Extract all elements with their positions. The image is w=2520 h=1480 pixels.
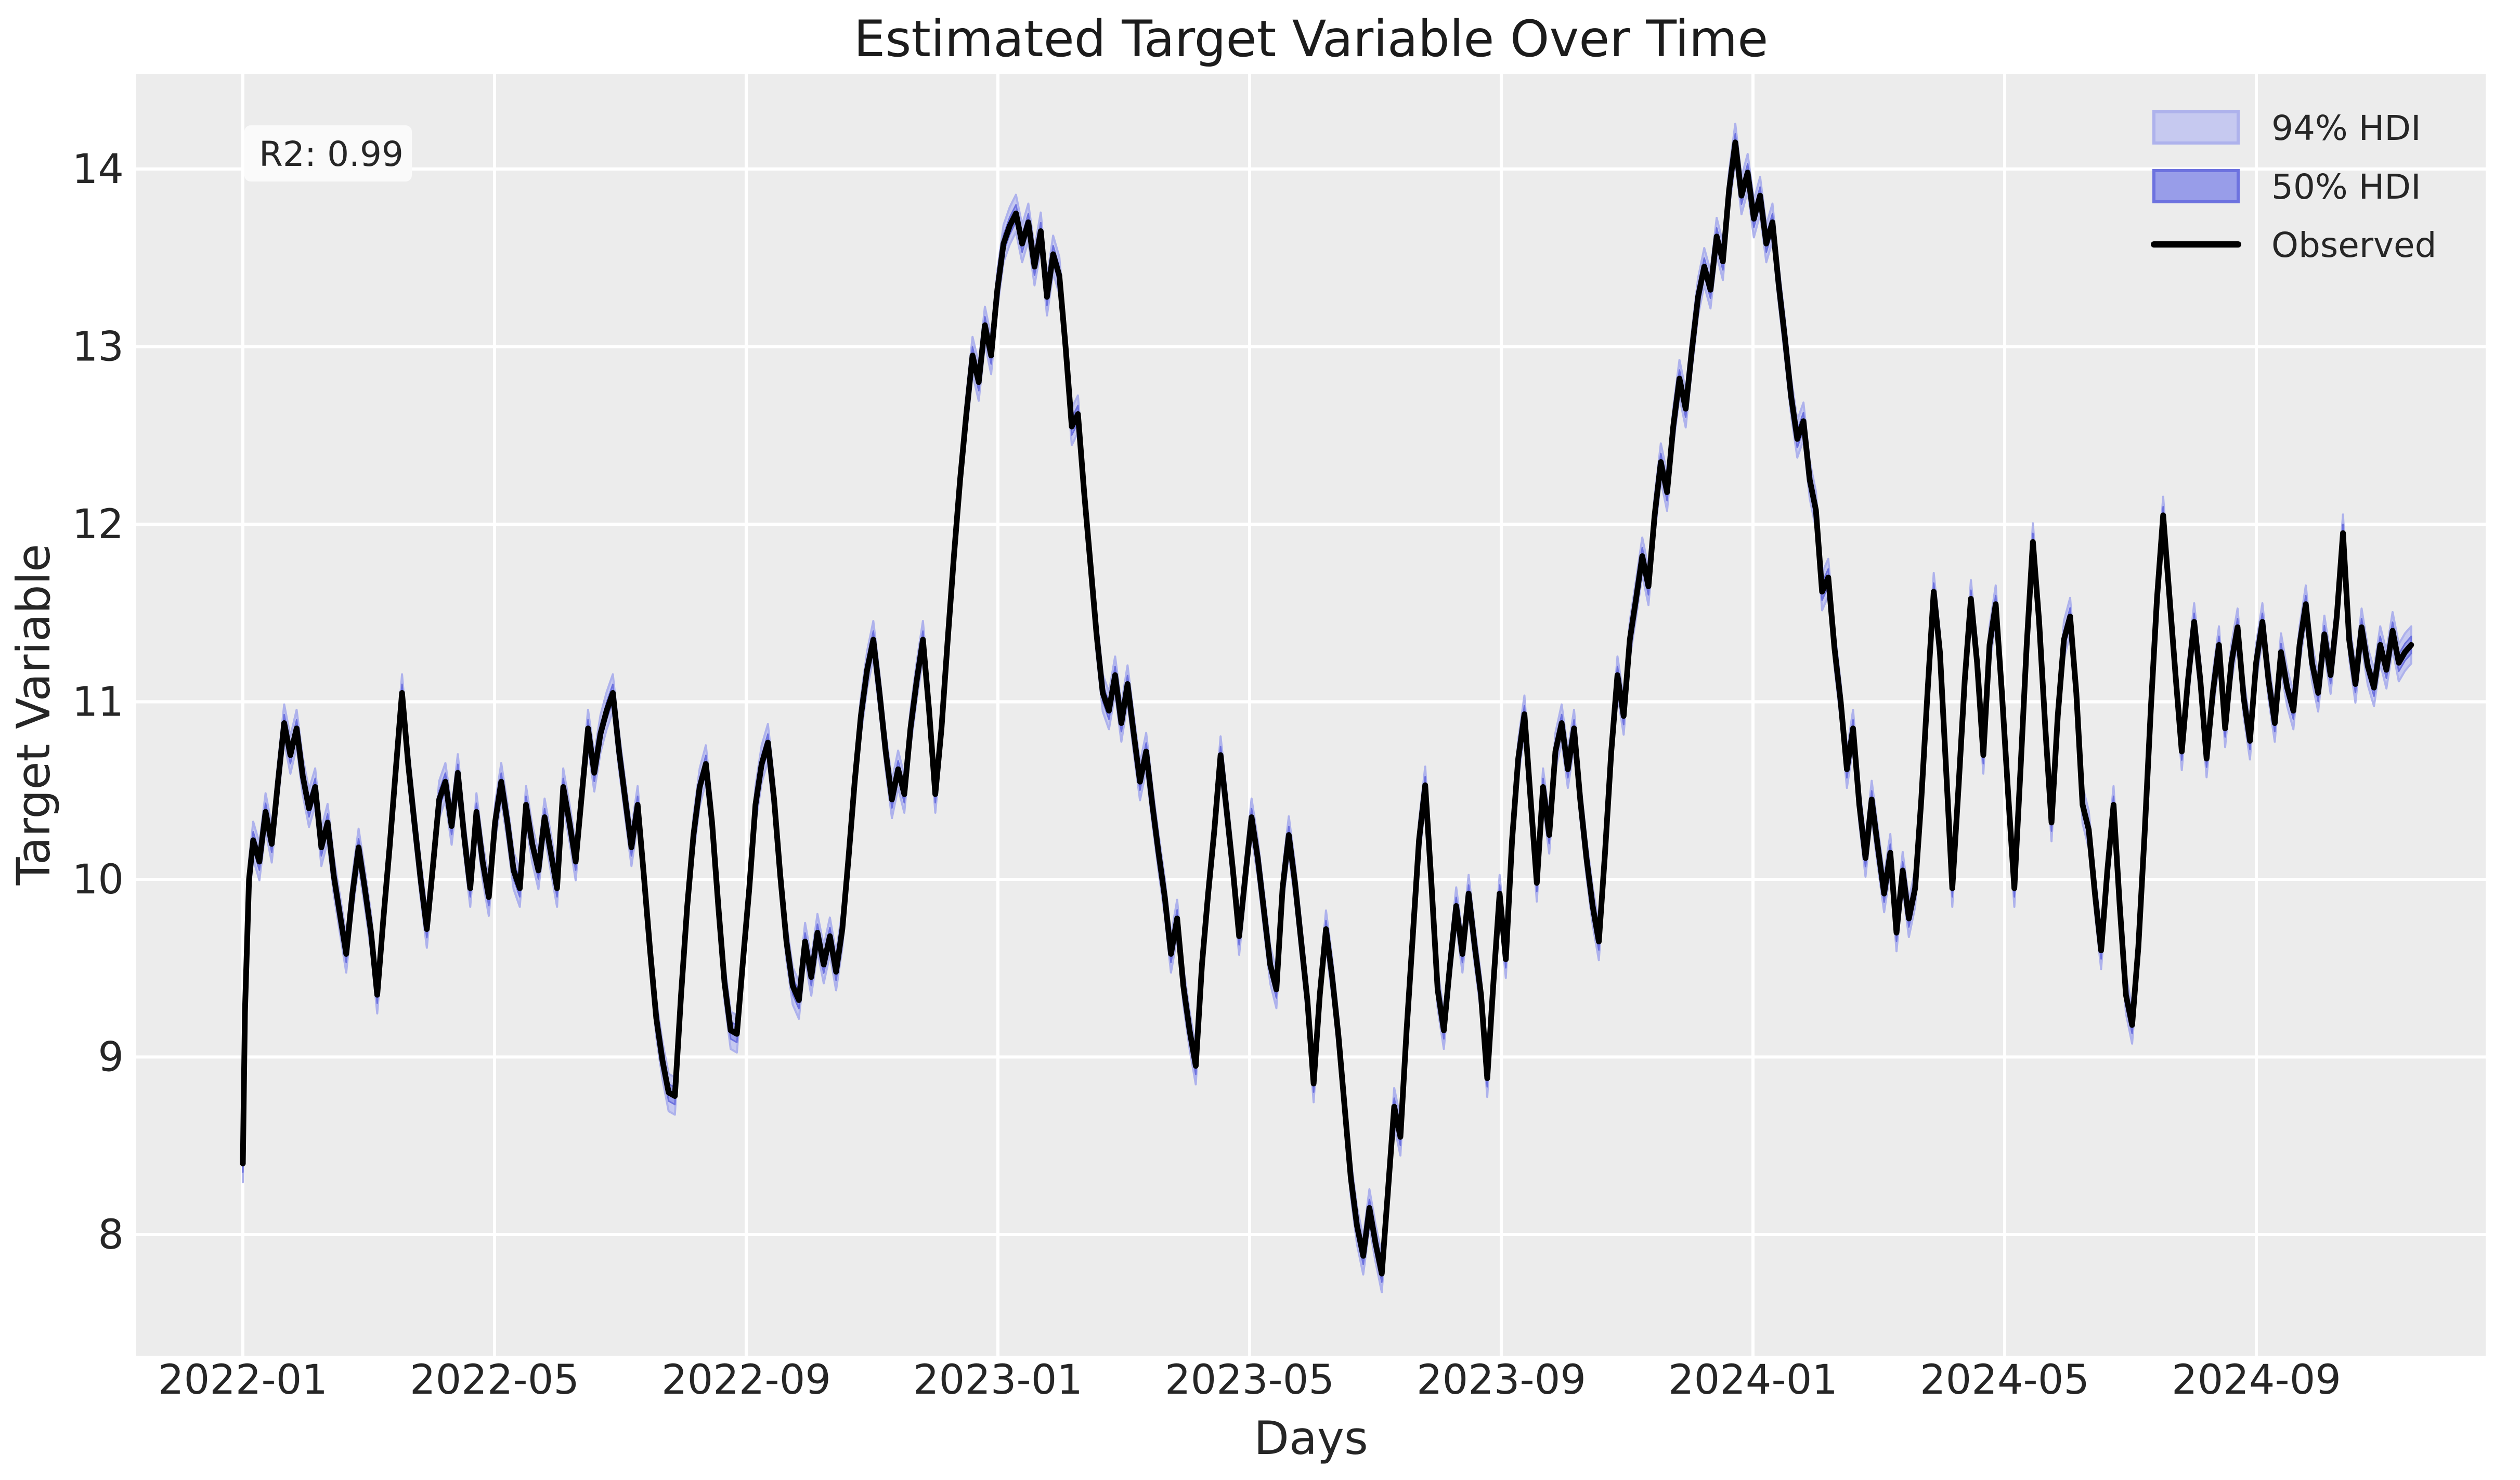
annotation-r2: R2: 0.99 [244, 125, 412, 181]
legend-label-50-hdi: 50% HDI [2271, 167, 2421, 207]
y-axis-label: Target Variable [7, 544, 60, 886]
observed-line [240, 139, 2414, 1277]
y-tick-label: 12 [72, 501, 124, 548]
x-axis-label: Days [1254, 1411, 1368, 1465]
legend-label-observed: Observed [2271, 225, 2437, 265]
y-tick-label: 10 [72, 856, 124, 903]
legend: 94% HDI 50% HDI Observed [2151, 108, 2437, 265]
x-tick-label: 2022-01 [158, 1357, 328, 1404]
x-tick-label: 2024-05 [1920, 1357, 2089, 1404]
x-tick-label: 2023-05 [1165, 1357, 1334, 1404]
x-tick-label: 2023-09 [1417, 1357, 1586, 1404]
legend-swatch-50-hdi [2152, 169, 2240, 203]
x-tick-label: 2022-05 [410, 1357, 579, 1404]
x-tick-label: 2022-09 [661, 1357, 831, 1404]
legend-swatches [2151, 110, 2241, 248]
y-tick-label: 9 [98, 1034, 124, 1081]
chart-title: Estimated Target Variable Over Time [854, 10, 1769, 68]
y-tick-label: 8 [98, 1212, 124, 1258]
annotation-text: R2: 0.99 [259, 134, 404, 174]
annotation-box [244, 125, 412, 181]
x-tick-label: 2024-09 [2172, 1357, 2341, 1404]
x-tick-label: 2024-01 [1668, 1357, 1838, 1404]
x-tick-label: 2023-01 [913, 1357, 1083, 1404]
plot-area: 8 9 10 11 12 13 14 2022-01 2022-05 2022-09 2023-01… [72, 74, 2486, 1404]
legend-swatch-94-hdi [2152, 110, 2240, 145]
y-tick-label: 11 [72, 679, 124, 726]
y-tick-label: 13 [72, 324, 124, 371]
legend-label-94-hdi: 94% HDI [2271, 108, 2421, 148]
plot-background [136, 74, 2486, 1356]
y-tick-label: 14 [72, 146, 124, 193]
